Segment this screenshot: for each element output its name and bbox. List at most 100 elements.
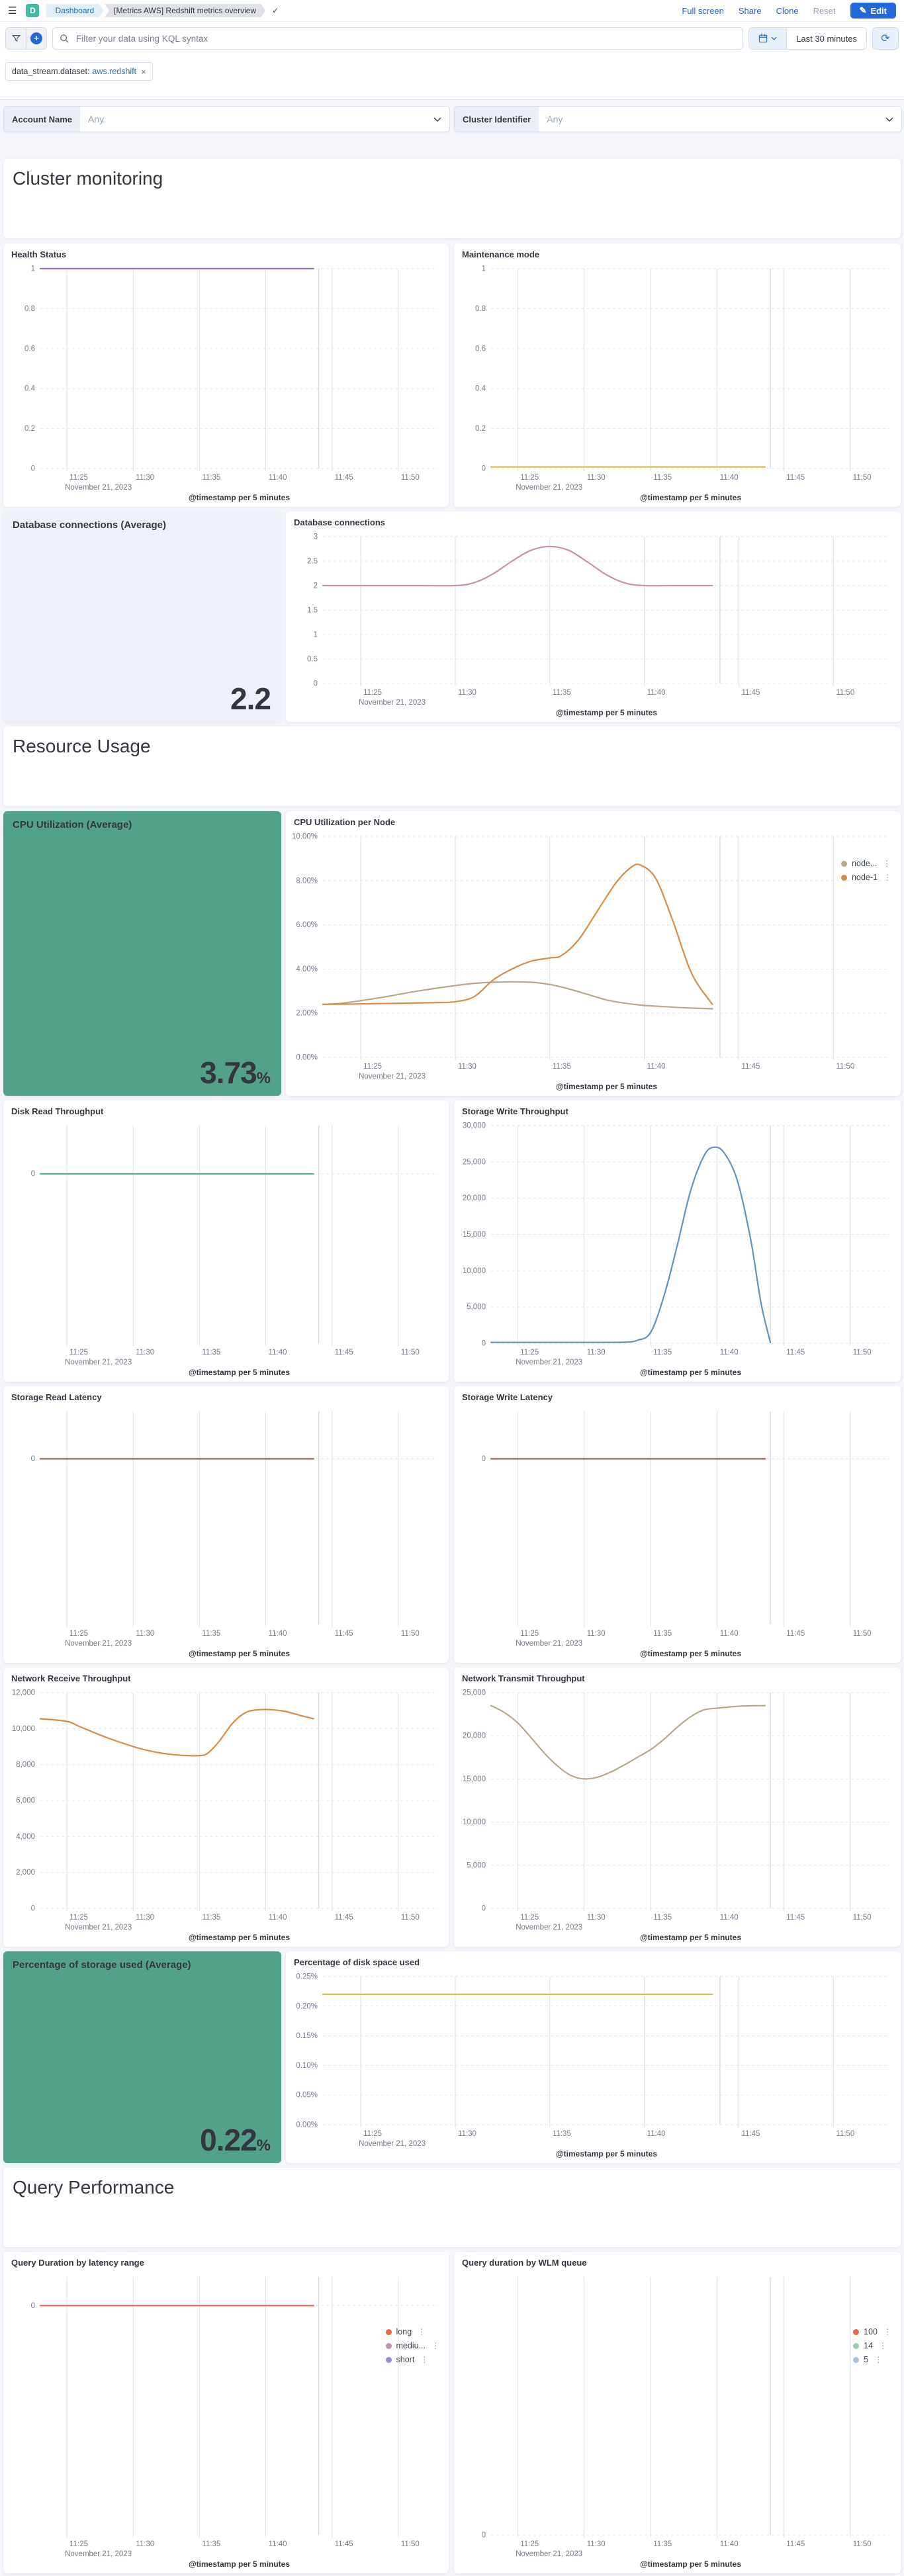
series-color-dot	[385, 2329, 392, 2335]
space-avatar[interactable]: D	[26, 4, 40, 17]
storage-write-latency-chart[interactable]: 0 11:25 11:30 11:35 11:40 11:45 11:50 November …	[454, 1403, 901, 1663]
series-color-dot	[853, 2342, 860, 2349]
network-transmit-chart[interactable]: 25,000 20,000 15,000 10,000 5,000 0 11:25 11:30…	[454, 1685, 901, 1947]
svg-text:0: 0	[31, 1455, 35, 1463]
legend-actions-icon[interactable]: ⋮	[418, 2327, 426, 2336]
filter-pill-row: data_stream.dataset: aws.redshift ×	[5, 62, 153, 81]
query-duration-wlm-chart[interactable]: 0 11:25 11:30 11:35 11:40 11:45 11:50 November …	[454, 2269, 901, 2573]
svg-text:5,000: 5,000	[467, 1304, 486, 1311]
legend-actions-icon[interactable]: ⋮	[420, 2355, 429, 2364]
breadcrumb-dashboard[interactable]: Dashboard	[46, 4, 103, 17]
svg-text:0.5: 0.5	[307, 656, 318, 664]
legend-actions-icon[interactable]: ⋮	[883, 859, 891, 868]
refresh-button[interactable]: ⟳	[872, 27, 899, 50]
panel-title: Maintenance mode	[462, 249, 540, 259]
date-picker: Last 30 minutes	[748, 27, 867, 50]
full-screen-link[interactable]: Full screen	[682, 5, 724, 16]
share-link[interactable]: Share	[738, 5, 762, 16]
svg-text:0.8: 0.8	[24, 305, 35, 313]
svg-text:@timestamp per 5 minutes: @timestamp per 5 minutes	[189, 1933, 290, 1942]
legend-item[interactable]: short ⋮	[385, 2355, 439, 2364]
legend-actions-icon[interactable]: ⋮	[883, 2327, 891, 2336]
control-account-name[interactable]: Account Name Any	[3, 106, 450, 132]
control-label: Cluster Identifier	[455, 107, 539, 132]
svg-text:11:40: 11:40	[720, 2540, 739, 2548]
clone-link[interactable]: Clone	[776, 5, 799, 16]
legend-actions-icon[interactable]: ⋮	[874, 2355, 883, 2364]
svg-text:11:50: 11:50	[853, 474, 872, 482]
section-title: Query Performance	[13, 2177, 175, 2198]
svg-text:11:30: 11:30	[587, 1630, 606, 1638]
time-range-label[interactable]: Last 30 minutes	[796, 33, 857, 44]
series-color-dot	[841, 874, 848, 881]
filter-icon[interactable]	[6, 28, 26, 49]
cpu-per-node-chart[interactable]: 10.00% 8.00% 6.00% 4.00% 2.00% 0.00% 11:25 11:3…	[286, 828, 901, 1096]
svg-text:11:35: 11:35	[553, 2130, 571, 2138]
chart-canvas: 1 0.8 0.6 0.4 0.2 0 11:25 11:30 11:35 11:40 11:45 1…	[475, 265, 890, 502]
svg-text:11:50: 11:50	[836, 689, 854, 697]
disk-space-used-chart[interactable]: 0.25% 0.20% 0.15% 0.10% 0.05% 0.00% 11:25 11:30…	[286, 1969, 901, 2163]
svg-text:11:40: 11:40	[269, 1630, 287, 1638]
edit-button[interactable]: ✎ Edit	[850, 3, 896, 19]
svg-text:@timestamp per 5 minutes: @timestamp per 5 minutes	[640, 1649, 741, 1658]
svg-text:11:35: 11:35	[553, 1063, 571, 1071]
legend-item[interactable]: long ⋮	[385, 2327, 439, 2336]
svg-text:11:25: 11:25	[69, 1349, 88, 1356]
legend-item[interactable]: node... ⋮	[841, 859, 891, 868]
maintenance-mode-chart[interactable]: 1 0.8 0.6 0.4 0.2 0 11:25 11:30 11:35 11:40 11:45 1…	[454, 261, 901, 507]
section-panel-cluster-monitoring: Cluster monitoring	[3, 159, 901, 238]
network-receive-chart[interactable]: 12,000 10,000 8,000 6,000 4,000 2,000 0 11:25 11…	[3, 1685, 449, 1947]
add-filter-button[interactable]: +	[26, 28, 46, 49]
reset-link[interactable]: Reset	[813, 5, 836, 16]
storage-write-throughput-chart[interactable]: 30,000 25,000 20,000 15,000 10,000 5,000 0 11:2…	[454, 1118, 901, 1382]
remove-filter-icon[interactable]: ×	[141, 66, 146, 77]
svg-text:30,000: 30,000	[463, 1122, 486, 1130]
database-connections-chart[interactable]: 3 2.5 2 1.5 1 0.5 0 11:25 11:30 11:35 11:40 11:45 11…	[286, 529, 901, 722]
filter-pill[interactable]: data_stream.dataset: aws.redshift ×	[5, 62, 153, 81]
legend-actions-icon[interactable]: ⋮	[883, 873, 891, 882]
svg-text:@timestamp per 5 minutes: @timestamp per 5 minutes	[640, 2559, 741, 2569]
legend-actions-icon[interactable]: ⋮	[879, 2341, 887, 2350]
panel-title: Query duration by WLM queue	[462, 2258, 587, 2268]
legend-label: node-1	[852, 873, 878, 882]
legend-actions-icon[interactable]: ⋮	[431, 2341, 439, 2350]
control-cluster-identifier[interactable]: Cluster Identifier Any	[454, 106, 902, 132]
section-panel-resource-usage: Resource Usage	[3, 727, 901, 806]
svg-text:11:30: 11:30	[587, 1349, 606, 1356]
svg-text:@timestamp per 5 minutes: @timestamp per 5 minutes	[640, 493, 741, 502]
query-duration-latency-chart[interactable]: 0 11:25 11:30 11:35 11:40 11:45 11:50 November …	[3, 2269, 449, 2573]
filter-button-group: +	[5, 27, 47, 50]
svg-text:11:45: 11:45	[786, 1349, 805, 1356]
panel-storage-read-latency: Storage Read Latency 0 11:25 11:30 11:35 11:…	[3, 1386, 449, 1663]
kql-search-input[interactable]	[75, 32, 737, 44]
health-status-chart[interactable]: 1 0.8 0.6 0.4 0.2 0 11:25 11:30 11:35 11:40 11:45 1…	[3, 261, 449, 507]
storage-read-latency-chart[interactable]: 0 11:25 11:30 11:35 11:40 11:45 11:50 November …	[3, 1403, 449, 1663]
svg-text:November 21, 2023: November 21, 2023	[516, 1640, 582, 1648]
svg-text:0: 0	[31, 465, 35, 473]
legend-item[interactable]: 5 ⋮	[853, 2355, 891, 2364]
legend-item[interactable]: node-1 ⋮	[841, 873, 891, 882]
disk-read-throughput-chart[interactable]: 0 11:25 11:30 11:35 11:40 11:45 11:50 November …	[3, 1118, 449, 1382]
svg-text:0.00%: 0.00%	[296, 2121, 318, 2129]
top-chrome: ☰ D Dashboard [Metrics AWS] Redshift met…	[0, 0, 904, 100]
svg-text:10,000: 10,000	[12, 1725, 35, 1733]
series-color-dot	[385, 2356, 392, 2363]
panel-disk-space-used: Percentage of disk space used 0.25% 0.20%…	[286, 1951, 901, 2163]
svg-text:11:45: 11:45	[742, 2130, 760, 2138]
svg-text:11:25: 11:25	[69, 1914, 88, 1922]
kql-search-box[interactable]	[52, 27, 744, 50]
legend-item[interactable]: 100 ⋮	[853, 2327, 891, 2336]
svg-text:11:50: 11:50	[853, 1630, 872, 1638]
calendar-button[interactable]	[749, 28, 788, 49]
legend-item[interactable]: mediu... ⋮	[385, 2341, 439, 2350]
legend-label: 5	[864, 2355, 869, 2364]
menu-icon[interactable]: ☰	[8, 5, 17, 17]
svg-text:11:40: 11:40	[647, 1063, 666, 1071]
section-title: Resource Usage	[13, 736, 151, 756]
svg-text:November 21, 2023: November 21, 2023	[65, 1924, 132, 1932]
svg-text:@timestamp per 5 minutes: @timestamp per 5 minutes	[189, 1649, 290, 1658]
svg-text:11:25: 11:25	[69, 474, 88, 482]
panel-storage-used-average: Percentage of storage used (Average) 0.2…	[3, 1951, 281, 2163]
svg-text:11:35: 11:35	[653, 1630, 672, 1638]
legend-item[interactable]: 14 ⋮	[853, 2341, 891, 2350]
